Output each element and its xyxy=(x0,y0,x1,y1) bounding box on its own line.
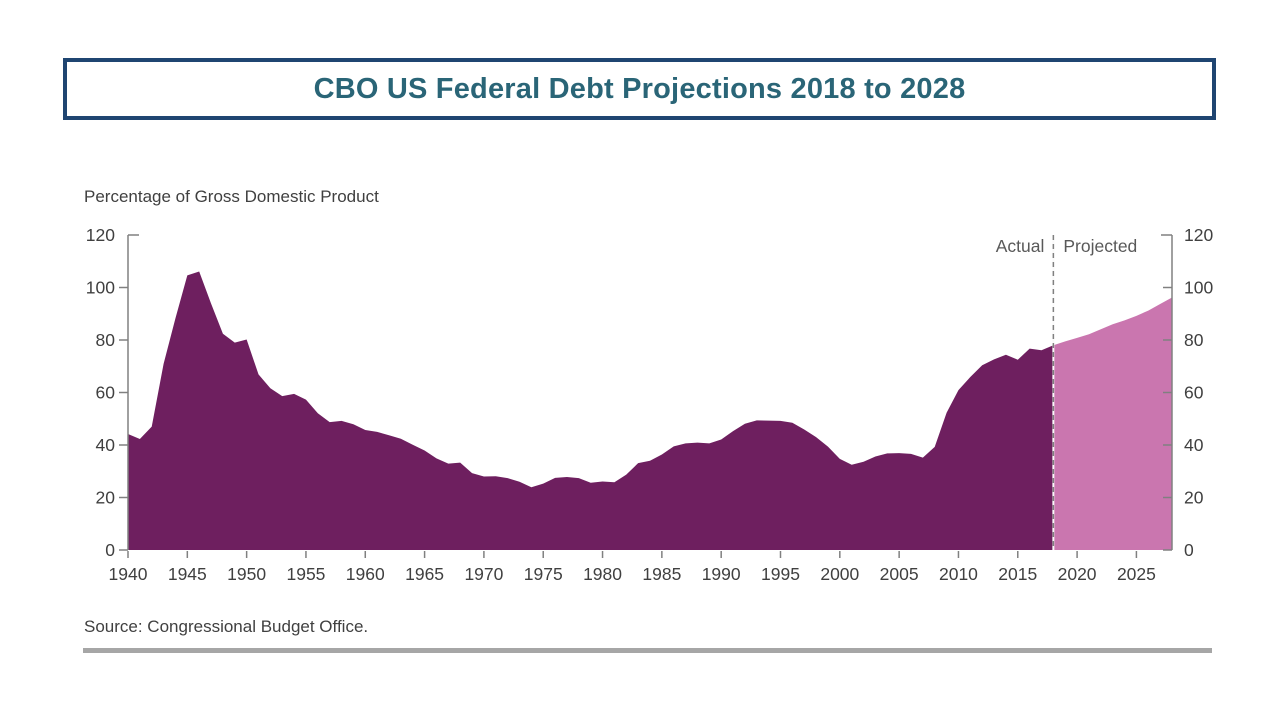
projected-area xyxy=(1053,297,1172,550)
y-tick-label-right: 120 xyxy=(1184,225,1213,245)
y-tick-label-right: 100 xyxy=(1184,278,1213,298)
bottom-divider-bar xyxy=(83,648,1212,653)
x-tick-label: 2015 xyxy=(998,564,1037,584)
x-tick-label: 2025 xyxy=(1117,564,1156,584)
title-box: CBO US Federal Debt Projections 2018 to … xyxy=(63,58,1216,120)
slide-title: CBO US Federal Debt Projections 2018 to … xyxy=(313,72,966,105)
projected-label: Projected xyxy=(1063,236,1137,256)
x-tick-label: 1950 xyxy=(227,564,266,584)
y-tick-label-left: 120 xyxy=(86,225,115,245)
actual-label: Actual xyxy=(996,236,1045,256)
x-tick-label: 1980 xyxy=(583,564,622,584)
y-tick-label-left: 80 xyxy=(96,330,116,350)
x-tick-label: 1985 xyxy=(642,564,681,584)
y-tick-label-left: 100 xyxy=(86,278,115,298)
y-tick-label-left: 40 xyxy=(96,435,116,455)
y-tick-label-left: 60 xyxy=(96,383,116,403)
y-tick-label-left: 0 xyxy=(105,540,115,560)
source-note: Source: Congressional Budget Office. xyxy=(84,617,369,636)
x-tick-label: 1945 xyxy=(168,564,207,584)
x-tick-label: 2000 xyxy=(820,564,859,584)
x-tick-label: 1940 xyxy=(109,564,148,584)
y-axis-title: Percentage of Gross Domestic Product xyxy=(84,187,379,206)
x-tick-label: 1990 xyxy=(702,564,741,584)
y-tick-label-right: 80 xyxy=(1184,330,1204,350)
y-tick-label-right: 40 xyxy=(1184,435,1204,455)
actual-area xyxy=(128,271,1054,550)
x-tick-label: 2020 xyxy=(1058,564,1097,584)
x-tick-label: 2010 xyxy=(939,564,978,584)
x-tick-label: 2005 xyxy=(880,564,919,584)
y-tick-label-right: 60 xyxy=(1184,383,1204,403)
x-tick-label: 1995 xyxy=(761,564,800,584)
y-tick-label-right: 0 xyxy=(1184,540,1194,560)
x-tick-label: 1975 xyxy=(524,564,563,584)
x-tick-label: 1970 xyxy=(464,564,503,584)
y-tick-label-left: 20 xyxy=(96,488,116,508)
x-tick-label: 1955 xyxy=(286,564,325,584)
x-tick-label: 1960 xyxy=(346,564,385,584)
y-tick-label-right: 20 xyxy=(1184,488,1204,508)
x-tick-label: 1965 xyxy=(405,564,444,584)
